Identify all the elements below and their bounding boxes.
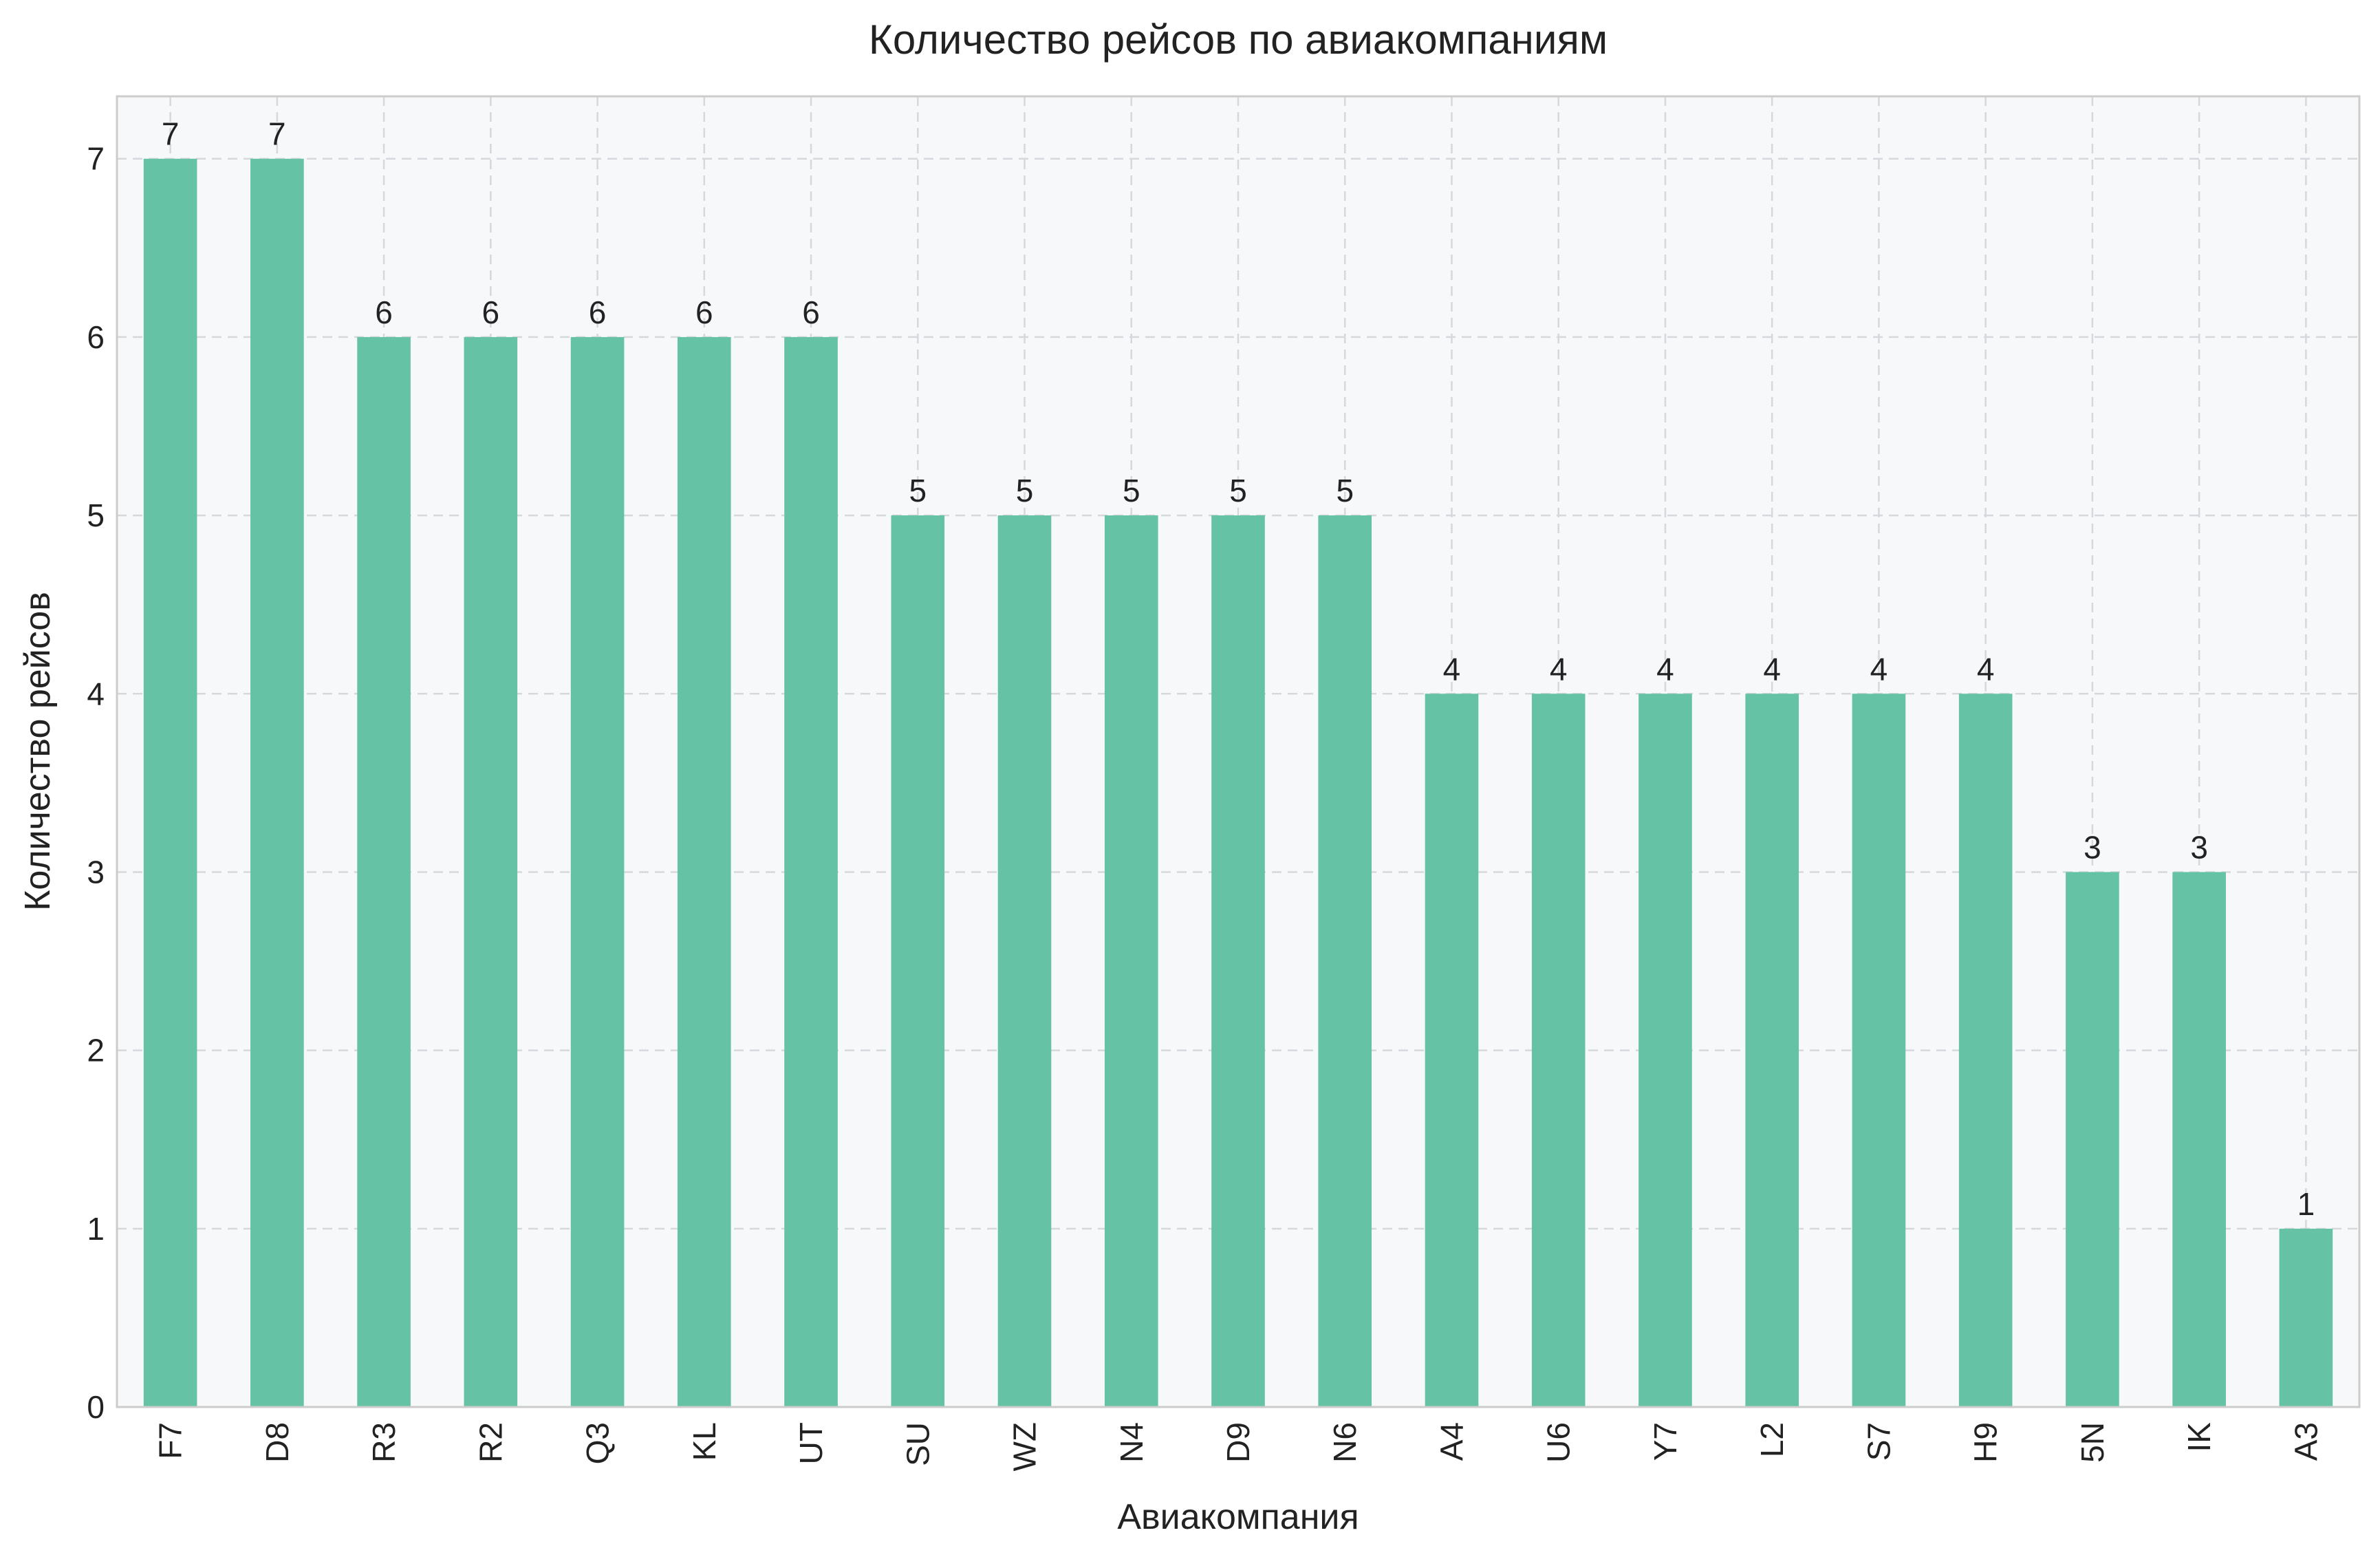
- x-tick-label: H9: [1968, 1422, 2004, 1463]
- bar-D8: [250, 158, 304, 1408]
- data-label: 1: [2297, 1186, 2315, 1222]
- bar-IK: [2172, 872, 2226, 1407]
- x-tick-label: 5N: [2075, 1422, 2110, 1463]
- x-tick-label: A3: [2288, 1422, 2324, 1461]
- bar-R3: [357, 336, 411, 1407]
- x-tick-label: Y7: [1647, 1422, 1683, 1461]
- x-tick-label: KL: [686, 1422, 722, 1461]
- bar-A4: [1425, 694, 1479, 1407]
- y-tick-label: 1: [87, 1211, 105, 1247]
- x-tick-label: D9: [1220, 1422, 1256, 1463]
- data-label: 4: [1656, 651, 1674, 687]
- data-label: 4: [1977, 651, 1995, 687]
- x-axis-ticks: F7 D8 R3 R2 Q3 KL UT SU WZ N4 D9 N6 A4 U6 Y7 L2 S7 H9 5N IK…: [153, 1422, 2324, 1472]
- data-label: 6: [482, 294, 500, 330]
- bar-Y7: [1638, 694, 1692, 1407]
- data-label: 4: [1763, 651, 1781, 687]
- data-label: 5: [1016, 473, 1034, 508]
- x-tick-label: S7: [1861, 1422, 1896, 1461]
- data-label: 6: [695, 294, 713, 330]
- data-label: 6: [375, 294, 393, 330]
- data-label: 3: [2190, 829, 2208, 865]
- bar-SU: [891, 515, 945, 1408]
- data-label: 5: [1336, 473, 1354, 508]
- x-tick-label: L2: [1754, 1422, 1790, 1457]
- bar-5N: [2066, 872, 2119, 1407]
- bar-KL: [678, 336, 731, 1407]
- x-tick-label: WZ: [1007, 1422, 1043, 1472]
- y-tick-label: 7: [87, 141, 105, 177]
- bar-D9: [1211, 515, 1265, 1408]
- x-tick-label: R2: [473, 1422, 508, 1463]
- data-label: 4: [1870, 651, 1888, 687]
- x-tick-label: R3: [366, 1422, 402, 1463]
- x-tick-label: A4: [1434, 1422, 1469, 1461]
- x-tick-label: N4: [1114, 1422, 1149, 1463]
- y-axis-ticks: 0 1 2 3 4 5 6 7: [87, 141, 105, 1425]
- y-tick-label: 2: [87, 1033, 105, 1069]
- bar-F7: [143, 158, 197, 1408]
- y-tick-label: 6: [87, 319, 105, 355]
- data-label: 5: [1229, 473, 1247, 508]
- bars-group: [143, 158, 2333, 1408]
- bar-L2: [1745, 694, 1799, 1407]
- bar-U6: [1531, 694, 1586, 1407]
- bar-N6: [1318, 515, 1372, 1408]
- data-label: 6: [589, 294, 607, 330]
- x-tick-label: UT: [793, 1422, 829, 1464]
- data-label: 5: [909, 473, 927, 508]
- x-tick-label: F7: [153, 1422, 188, 1459]
- bar-H9: [1958, 694, 2013, 1407]
- bar-WZ: [997, 515, 1052, 1408]
- bar-A3: [2279, 1228, 2333, 1407]
- x-tick-label: IK: [2181, 1422, 2217, 1452]
- bar-R2: [464, 336, 518, 1407]
- data-label: 3: [2084, 829, 2101, 865]
- bar-UT: [784, 336, 838, 1407]
- data-label: 4: [1443, 651, 1461, 687]
- x-tick-label: N6: [1327, 1422, 1363, 1463]
- x-tick-label: SU: [900, 1422, 935, 1466]
- bar-S7: [1852, 694, 1906, 1407]
- y-tick-label: 4: [87, 676, 105, 711]
- y-tick-label: 0: [87, 1389, 105, 1425]
- data-label: 4: [1550, 651, 1568, 687]
- y-tick-label: 5: [87, 497, 105, 533]
- bar-N4: [1104, 515, 1158, 1408]
- x-tick-label: U6: [1541, 1422, 1577, 1463]
- plot-frame: [116, 95, 2361, 1408]
- data-label: 7: [162, 116, 180, 152]
- bar-Q3: [570, 336, 625, 1407]
- data-label: 5: [1123, 473, 1140, 508]
- x-axis-label: Авиакомпания: [1117, 1497, 1359, 1537]
- data-label: 6: [802, 294, 820, 330]
- chart-title: Количество рейсов по авиакомпаниям: [869, 17, 1608, 63]
- x-tick-label: D8: [259, 1422, 295, 1463]
- x-tick-label: Q3: [580, 1422, 616, 1464]
- y-tick-label: 3: [87, 854, 105, 890]
- data-labels: 7 7 6 6 6 6 6 5 5 5 5 5 4 4 4 4 4 4 3 3 1: [162, 116, 2315, 1222]
- y-axis-label: Количество рейсов: [18, 592, 58, 911]
- data-label: 7: [268, 116, 286, 152]
